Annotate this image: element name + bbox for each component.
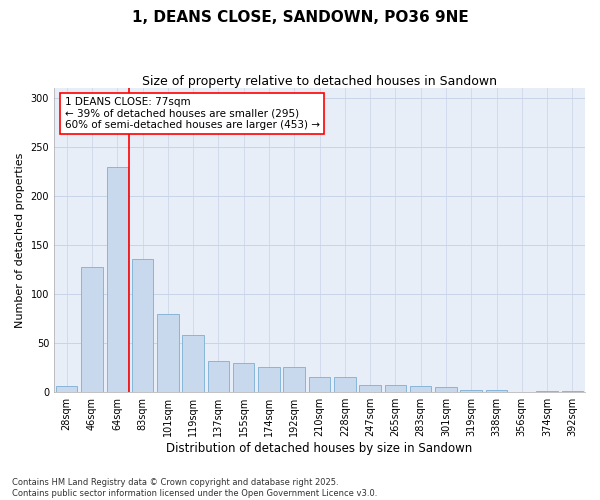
Bar <box>359 386 381 392</box>
Bar <box>410 386 431 392</box>
Text: Contains HM Land Registry data © Crown copyright and database right 2025.
Contai: Contains HM Land Registry data © Crown c… <box>12 478 377 498</box>
Bar <box>107 166 128 392</box>
Y-axis label: Number of detached properties: Number of detached properties <box>15 152 25 328</box>
Bar <box>132 258 153 392</box>
Bar <box>435 388 457 392</box>
Bar <box>309 378 330 392</box>
Text: 1, DEANS CLOSE, SANDOWN, PO36 9NE: 1, DEANS CLOSE, SANDOWN, PO36 9NE <box>131 10 469 25</box>
Bar <box>208 361 229 392</box>
Bar <box>182 336 204 392</box>
Bar <box>56 386 77 392</box>
Bar <box>283 366 305 392</box>
Bar <box>536 391 558 392</box>
Title: Size of property relative to detached houses in Sandown: Size of property relative to detached ho… <box>142 75 497 88</box>
Bar <box>334 378 356 392</box>
Bar <box>157 314 179 392</box>
Bar <box>258 366 280 392</box>
Bar <box>460 390 482 392</box>
Bar <box>562 391 583 392</box>
Bar <box>81 266 103 392</box>
Bar <box>233 363 254 392</box>
Text: 1 DEANS CLOSE: 77sqm
← 39% of detached houses are smaller (295)
60% of semi-deta: 1 DEANS CLOSE: 77sqm ← 39% of detached h… <box>65 97 320 130</box>
Bar <box>486 390 507 392</box>
X-axis label: Distribution of detached houses by size in Sandown: Distribution of detached houses by size … <box>166 442 473 455</box>
Bar <box>385 386 406 392</box>
